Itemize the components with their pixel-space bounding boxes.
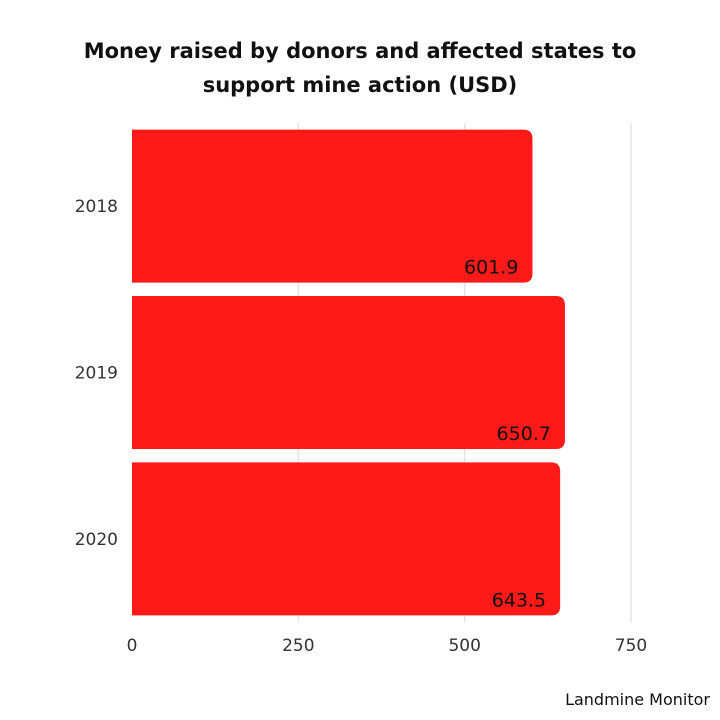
bar-2020 — [132, 462, 561, 616]
bar-2019 — [132, 296, 565, 449]
data-label-2020: 643.5 — [492, 589, 546, 611]
bar-2018 — [132, 129, 533, 283]
y-category-label-2020: 2020 — [75, 530, 118, 550]
data-labels: 601.9 650.7 643.5 — [464, 257, 551, 612]
y-category-label-2019: 2019 — [75, 364, 118, 384]
y-category-label-2018: 2018 — [75, 197, 118, 217]
x-tick-label-0: 0 — [127, 636, 138, 656]
x-tick-label-750: 750 — [615, 636, 647, 656]
chart-title-line-2: support mine action (USD) — [202, 73, 518, 97]
chart-title: Money raised by donors and affected stat… — [60, 34, 660, 102]
x-tick-label-500: 500 — [448, 636, 480, 656]
data-label-2019: 650.7 — [497, 423, 551, 445]
chart-title-line-1: Money raised by donors and affected stat… — [83, 39, 637, 63]
x-axis-ticks: 0 250 500 750 — [127, 636, 648, 656]
bars — [132, 129, 565, 616]
source-label: Landmine Monitor — [565, 690, 710, 709]
y-axis-categories: 2018 2019 2020 — [75, 197, 118, 550]
data-label-2018: 601.9 — [464, 257, 518, 279]
x-tick-label-250: 250 — [282, 636, 314, 656]
